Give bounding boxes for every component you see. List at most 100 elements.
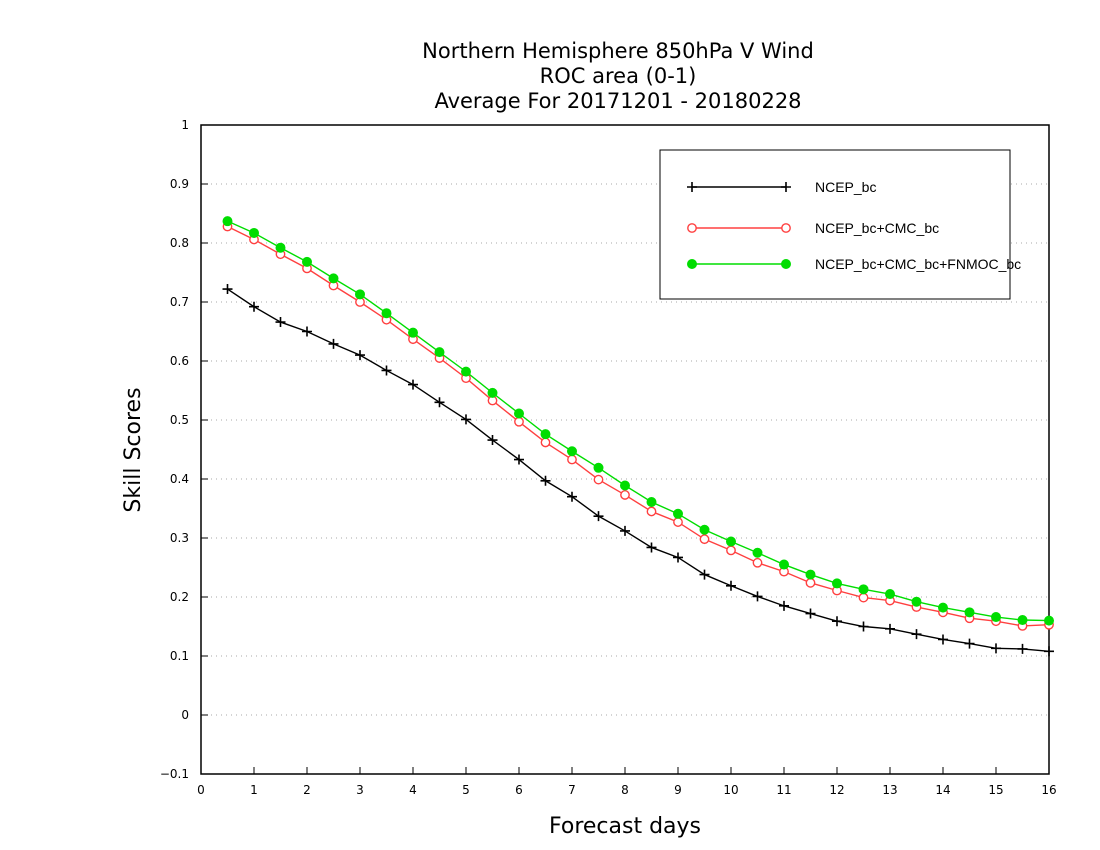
- y-tick-label: 0.4: [170, 472, 189, 486]
- data-point: [434, 347, 445, 358]
- y-tick-label: 0.9: [170, 177, 189, 191]
- data-point: [620, 525, 630, 536]
- y-tick-label: −0.1: [160, 767, 189, 781]
- legend-label: NCEP_bc: [815, 179, 876, 195]
- data-point: [620, 490, 630, 500]
- y-axis-ticks: −0.1 0 0.1 0.2 0.3 0.4 0.5 0.6 0.7 0.8 0.9 1: [160, 118, 208, 781]
- legend-item: NCEP_bc: [687, 179, 876, 195]
- data-point: [593, 474, 604, 485]
- data-point: [752, 557, 763, 568]
- data-point: [275, 242, 286, 253]
- data-point: [858, 584, 869, 595]
- data-point: [593, 511, 604, 522]
- data-point: [805, 608, 816, 619]
- data-point: [805, 577, 816, 588]
- data-point: [302, 326, 312, 337]
- x-tick-label: 13: [882, 783, 897, 797]
- data-point: [355, 289, 365, 300]
- data-point: [540, 429, 551, 440]
- legend-label: NCEP_bc+CMC_bc+FNMOC_bc: [815, 256, 1021, 272]
- y-tick-label: 1: [181, 118, 189, 132]
- data-point: [408, 379, 418, 390]
- x-tick-label: 4: [409, 783, 417, 797]
- data-point: [964, 607, 975, 618]
- data-point: [567, 446, 577, 457]
- chart-title: Northern Hemisphere 850hPa V Wind ROC ar…: [422, 39, 814, 113]
- x-tick-label: 6: [515, 783, 523, 797]
- data-point: [1044, 646, 1054, 657]
- data-point: [540, 475, 551, 486]
- data-point: [222, 284, 233, 295]
- data-point: [964, 638, 975, 649]
- data-point: [699, 524, 710, 535]
- y-tick-label: 0.1: [170, 649, 189, 663]
- legend-marker: [781, 182, 791, 192]
- chart-title-line-1: Northern Hemisphere 850hPa V Wind: [422, 39, 814, 63]
- data-point: [885, 623, 895, 634]
- y-tick-label: 0.3: [170, 531, 189, 545]
- data-point: [249, 301, 259, 312]
- data-point: [1017, 615, 1028, 626]
- series-ncep-bc: [222, 284, 1054, 657]
- series-ncep-bc-cmc-bc-fnmoc-bc: [222, 216, 1054, 626]
- data-point: [673, 517, 683, 527]
- data-point: [726, 545, 736, 556]
- data-point: [593, 462, 604, 473]
- data-point: [885, 589, 895, 600]
- legend-item: NCEP_bc+CMC_bc: [687, 220, 939, 236]
- data-point: [832, 616, 842, 627]
- legend-item: NCEP_bc+CMC_bc+FNMOC_bc: [687, 256, 1021, 272]
- data-point: [1017, 643, 1028, 654]
- data-point: [434, 397, 445, 408]
- data-point: [381, 308, 392, 319]
- data-point: [514, 454, 524, 465]
- data-point: [726, 536, 736, 547]
- data-point: [514, 416, 524, 427]
- data-point: [461, 366, 471, 377]
- data-point: [646, 497, 657, 508]
- data-point: [567, 491, 577, 502]
- data-point: [355, 350, 365, 361]
- x-tick-label: 5: [462, 783, 470, 797]
- x-tick-label: 1: [250, 783, 258, 797]
- series-line: [227, 288, 1050, 652]
- data-point: [620, 480, 630, 491]
- legend-marker: [687, 223, 697, 233]
- y-tick-label: 0.5: [170, 413, 189, 427]
- x-tick-label: 0: [197, 783, 205, 797]
- y-tick-label: 0.7: [170, 295, 189, 309]
- data-point: [302, 256, 312, 267]
- x-tick-label: 12: [829, 783, 844, 797]
- data-point: [779, 559, 789, 570]
- data-point: [222, 216, 233, 227]
- data-point: [249, 227, 259, 238]
- data-point: [911, 596, 922, 607]
- legend-marker: [781, 259, 791, 269]
- x-tick-label: 9: [674, 783, 682, 797]
- x-tick-label: 14: [935, 783, 950, 797]
- data-point: [858, 621, 869, 632]
- data-point: [461, 414, 471, 425]
- data-point: [408, 327, 418, 338]
- x-tick-label: 11: [776, 783, 791, 797]
- x-tick-label: 16: [1041, 783, 1056, 797]
- y-tick-label: 0.2: [170, 590, 189, 604]
- legend: NCEP_bc NCEP_bc+CMC_bc NCEP_bc+CMC_bc+FNMO…: [659, 149, 1021, 300]
- legend-marker: [687, 259, 697, 269]
- y-tick-label: 0.6: [170, 354, 189, 368]
- data-point: [991, 612, 1001, 623]
- data-point: [646, 542, 657, 553]
- data-point: [673, 508, 683, 519]
- data-point: [514, 408, 524, 419]
- data-point: [275, 317, 286, 328]
- data-point: [911, 629, 922, 640]
- data-point: [540, 437, 551, 448]
- data-point: [858, 592, 869, 603]
- data-point: [699, 534, 710, 545]
- x-tick-label: 2: [303, 783, 311, 797]
- y-axis-label: Skill Scores: [121, 387, 146, 512]
- legend-label: NCEP_bc+CMC_bc: [815, 220, 939, 236]
- data-point: [938, 634, 948, 645]
- y-tick-label: 0: [181, 708, 189, 722]
